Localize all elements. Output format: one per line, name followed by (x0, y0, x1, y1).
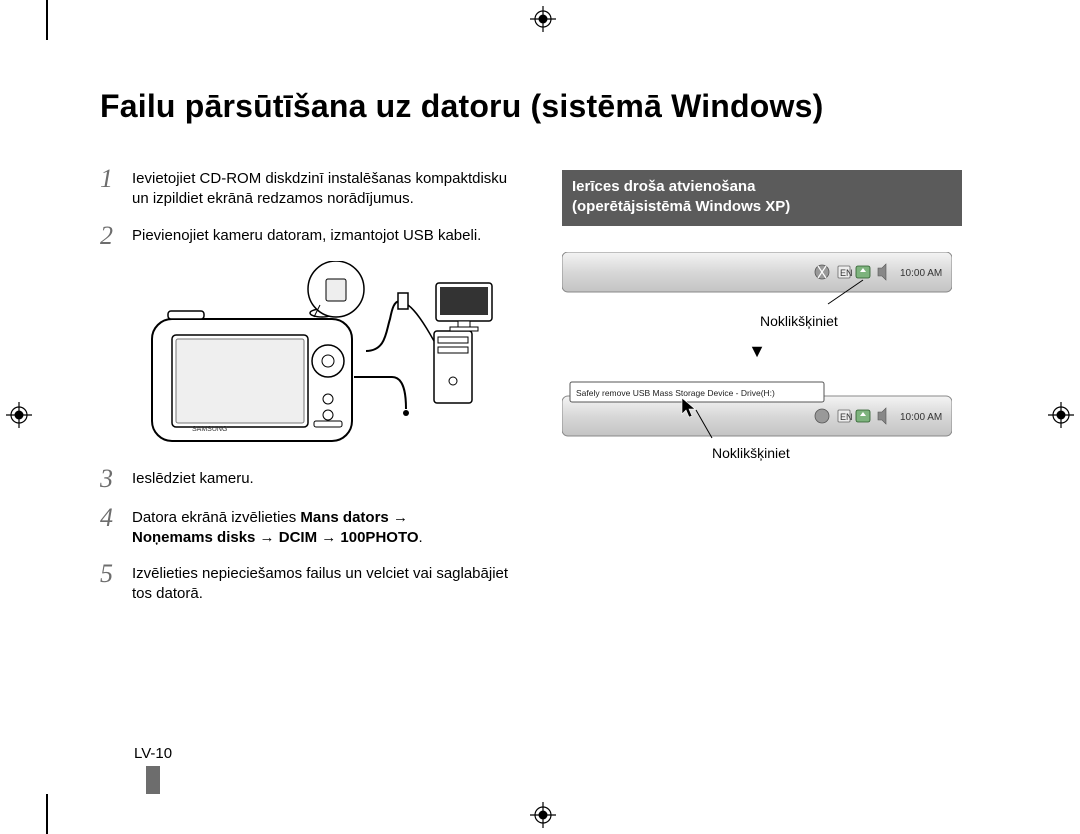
step-text: Ievietojiet CD-ROM diskdzinī instalēšana… (132, 165, 520, 210)
step-number: 4 (100, 504, 132, 531)
step-4: 4 Datora ekrānā izvēlieties Mans dators … (100, 504, 520, 549)
header-line2: (operētājsistēmā Windows XP) (572, 198, 790, 215)
page-number: LV-10 (134, 745, 172, 762)
svg-text:10:00 AM: 10:00 AM (900, 412, 942, 423)
steps-column: 1 Ievietojiet CD-ROM diskdzinī instalēša… (100, 165, 520, 617)
svg-text:10:00 AM: 10:00 AM (900, 268, 942, 279)
taskbar-screenshot-1: EN 10:00 AM Noklikšķiniet (562, 252, 952, 329)
step-number: 2 (100, 222, 132, 249)
svg-text:SAMSUNG: SAMSUNG (192, 426, 227, 433)
step-text: Datora ekrānā izvēlieties Mans dators → … (132, 504, 423, 549)
right-column: Ierīces droša atvienošana (operētājsistē… (562, 170, 962, 461)
registration-mark-icon (530, 802, 556, 828)
step-5: 5 Izvēlieties nepieciešamos failus un ve… (100, 560, 520, 605)
step-text: Izvēlieties nepieciešamos failus un velc… (132, 560, 520, 605)
step-2: 2 Pievienojiet kameru datoram, izmantojo… (100, 222, 520, 249)
crop-mark (46, 0, 48, 40)
page-number-bar (146, 766, 160, 794)
click-label: Noklikšķiniet (760, 313, 952, 329)
camera-usb-illustration: SAMSUNG (136, 261, 496, 451)
page-title: Failu pārsūtīšana uz datoru (sistēmā Win… (100, 88, 823, 125)
svg-text:EN: EN (840, 268, 853, 278)
step-text: Pievienojiet kameru datoram, izmantojot … (132, 222, 481, 246)
step-number: 1 (100, 165, 132, 192)
step-text: Ieslēdziet kameru. (132, 465, 254, 489)
taskbar-screenshot-2: Safely remove USB Mass Storage Device - … (562, 380, 952, 461)
svg-text:EN: EN (840, 412, 853, 422)
down-arrow-icon: ▼ (562, 341, 952, 362)
svg-text:Safely remove USB Mass Storage: Safely remove USB Mass Storage Device - … (576, 388, 775, 398)
step-number: 5 (100, 560, 132, 587)
header-line1: Ierīces droša atvienošana (572, 178, 755, 195)
step-1: 1 Ievietojiet CD-ROM diskdzinī instalēša… (100, 165, 520, 210)
registration-mark-icon (6, 402, 32, 428)
crop-mark (46, 794, 48, 834)
registration-mark-icon (530, 6, 556, 32)
registration-mark-icon (1048, 402, 1074, 428)
info-box-header: Ierīces droša atvienošana (operētājsistē… (562, 170, 962, 226)
step-3: 3 Ieslēdziet kameru. (100, 465, 520, 492)
manual-page: Failu pārsūtīšana uz datoru (sistēmā Win… (0, 0, 1080, 834)
click-label: Noklikšķiniet (712, 445, 952, 461)
step-number: 3 (100, 465, 132, 492)
